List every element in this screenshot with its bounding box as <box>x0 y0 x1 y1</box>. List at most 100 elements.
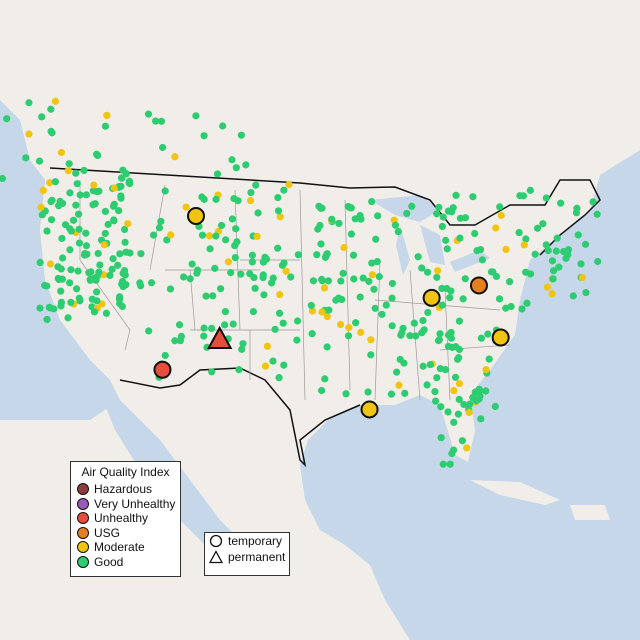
monitor-dot[interactable] <box>171 153 179 161</box>
monitor-dot[interactable] <box>442 236 450 244</box>
monitor-dot[interactable] <box>274 193 282 202</box>
monitor-dot[interactable] <box>365 277 373 285</box>
monitor-dot[interactable] <box>573 204 581 212</box>
monitor-dot[interactable] <box>526 186 534 194</box>
monitor-dot[interactable] <box>161 187 169 195</box>
monitor-dot[interactable] <box>446 460 454 468</box>
monitor-dot[interactable] <box>193 269 201 277</box>
monitor-dot[interactable] <box>492 272 501 281</box>
monitor-dot[interactable] <box>43 315 51 324</box>
monitor-dot[interactable] <box>276 290 284 299</box>
monitor-dot[interactable] <box>198 231 207 239</box>
monitor-dot[interactable] <box>357 215 365 223</box>
monitor-dot[interactable] <box>539 220 547 228</box>
monitor-dot[interactable] <box>294 251 303 259</box>
monitor-dot[interactable] <box>90 308 99 316</box>
monitor-dot[interactable] <box>200 332 208 340</box>
monitor-dot[interactable] <box>448 449 456 458</box>
monitor-dot[interactable] <box>447 334 455 342</box>
monitor-dot[interactable] <box>109 255 117 263</box>
monitor-dot[interactable] <box>45 303 53 311</box>
monitor-dot[interactable] <box>151 117 160 125</box>
monitor-dot[interactable] <box>280 259 288 267</box>
monitor-dot[interactable] <box>454 355 462 363</box>
monitor-dot[interactable] <box>100 241 108 249</box>
monitor-dot[interactable] <box>200 324 208 332</box>
monitor-dot[interactable] <box>125 179 133 187</box>
monitor-dot[interactable] <box>166 285 175 293</box>
monitor-dot[interactable] <box>74 210 83 218</box>
monitor-dot[interactable] <box>426 360 434 369</box>
monitor-dot[interactable] <box>157 217 165 225</box>
monitor-dot[interactable] <box>321 375 329 383</box>
monitor-dot[interactable] <box>72 169 80 177</box>
monitor-dot[interactable] <box>373 258 381 266</box>
monitor-dot[interactable] <box>101 122 110 130</box>
monitor-dot[interactable] <box>110 216 118 224</box>
monitor-dot[interactable] <box>431 397 440 405</box>
monitor-dot[interactable] <box>149 231 158 239</box>
monitor-dot[interactable] <box>449 204 457 212</box>
monitor-dot[interactable] <box>357 328 365 336</box>
monitor-dot[interactable] <box>95 187 103 195</box>
monitor-dot[interactable] <box>203 343 211 351</box>
monitor-dot[interactable] <box>418 264 426 272</box>
monitor-dot[interactable] <box>446 294 454 302</box>
monitor-dot[interactable] <box>412 332 420 340</box>
monitor-dot[interactable] <box>51 178 59 186</box>
monitor-dot[interactable] <box>594 257 602 266</box>
monitor-temporary-moderate[interactable] <box>491 328 510 347</box>
monitor-dot[interactable] <box>431 387 439 396</box>
monitor-dot[interactable] <box>492 224 500 232</box>
monitor-dot[interactable] <box>364 388 372 396</box>
monitor-dot[interactable] <box>57 148 66 157</box>
monitor-dot[interactable] <box>328 215 336 223</box>
monitor-dot[interactable] <box>418 329 426 337</box>
monitor-dot[interactable] <box>228 156 236 164</box>
monitor-dot[interactable] <box>335 219 343 228</box>
monitor-dot[interactable] <box>375 273 383 281</box>
monitor-dot[interactable] <box>251 284 259 292</box>
monitor-dot[interactable] <box>3 115 11 123</box>
monitor-dot[interactable] <box>320 284 329 292</box>
monitor-dot[interactable] <box>120 225 129 234</box>
monitor-dot[interactable] <box>410 319 418 327</box>
monitor-dot[interactable] <box>471 229 479 238</box>
monitor-temporary-usg[interactable] <box>469 276 488 295</box>
monitor-dot[interactable] <box>450 418 458 426</box>
monitor-dot[interactable] <box>318 308 326 316</box>
monitor-dot[interactable] <box>58 234 66 243</box>
monitor-dot[interactable] <box>39 186 47 194</box>
monitor-dot[interactable] <box>460 400 468 409</box>
monitor-dot[interactable] <box>182 203 190 211</box>
monitor-dot[interactable] <box>102 309 111 317</box>
monitor-dot[interactable] <box>247 188 255 197</box>
monitor-dot[interactable] <box>520 241 528 249</box>
monitor-dot[interactable] <box>88 295 96 303</box>
monitor-dot[interactable] <box>338 295 346 304</box>
monitor-dot[interactable] <box>124 220 132 228</box>
monitor-dot[interactable] <box>261 362 270 370</box>
monitor-dot[interactable] <box>414 253 422 261</box>
monitor-dot[interactable] <box>469 394 477 402</box>
monitor-dot[interactable] <box>66 279 74 287</box>
monitor-dot[interactable] <box>200 132 208 140</box>
monitor-dot[interactable] <box>533 224 542 232</box>
monitor-dot[interactable] <box>372 235 380 243</box>
monitor-dot[interactable] <box>263 342 271 350</box>
monitor-dot[interactable] <box>186 275 194 283</box>
monitor-permanent-unhealthy[interactable] <box>206 325 233 349</box>
monitor-dot[interactable] <box>248 258 256 266</box>
monitor-dot[interactable] <box>336 320 345 329</box>
monitor-dot[interactable] <box>578 274 586 282</box>
monitor-dot[interactable] <box>43 282 51 290</box>
monitor-dot[interactable] <box>69 216 78 224</box>
monitor-dot[interactable] <box>171 337 179 345</box>
monitor-dot[interactable] <box>232 164 240 172</box>
monitor-dot[interactable] <box>544 247 552 255</box>
monitor-dot[interactable] <box>324 277 333 285</box>
monitor-dot[interactable] <box>469 193 477 201</box>
monitor-dot[interactable] <box>25 130 33 138</box>
monitor-dot[interactable] <box>482 365 490 374</box>
monitor-dot[interactable] <box>275 374 283 382</box>
